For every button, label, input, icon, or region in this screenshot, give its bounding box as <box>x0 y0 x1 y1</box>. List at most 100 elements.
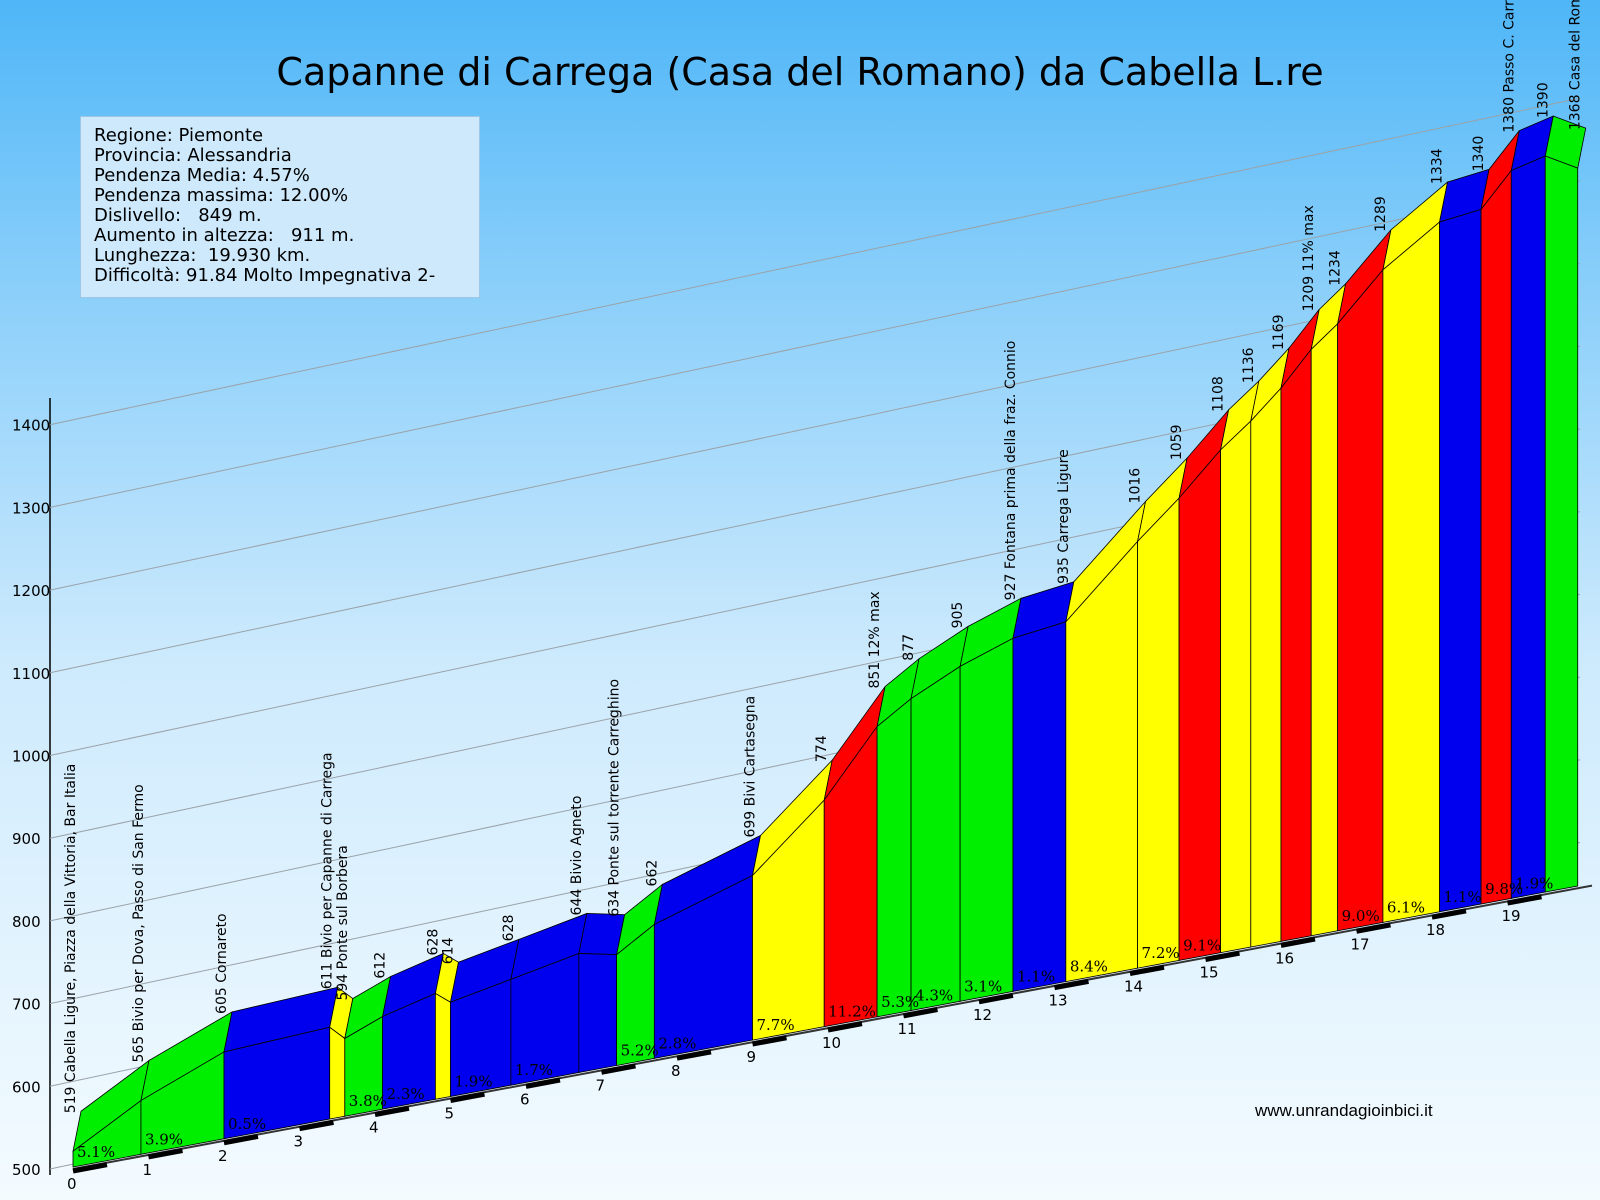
grade-label: 9.8% <box>1485 880 1523 898</box>
point-label: 905 <box>950 602 966 629</box>
x-tick-label: 0 <box>67 1175 77 1193</box>
point-label: 614 <box>441 937 457 964</box>
x-tick-label: 18 <box>1426 921 1445 939</box>
segment-bar <box>329 1026 346 1120</box>
x-tick-label: 8 <box>671 1062 681 1080</box>
grade-label: 4.3% <box>915 986 953 1004</box>
point-label: 628 <box>425 929 441 956</box>
point-label: 1340 <box>1471 136 1487 172</box>
point-label: 927 Fontana prima della fraz. Connio <box>1003 341 1019 601</box>
point-label: 1108 <box>1211 376 1227 412</box>
km-bar <box>1054 978 1089 991</box>
grade-label: 3.1% <box>964 977 1002 995</box>
grade-label: 1.9% <box>1515 874 1553 892</box>
grade-label: 9.0% <box>1342 907 1380 925</box>
grid-line <box>49 97 1581 426</box>
km-bar <box>1129 964 1165 977</box>
grade-label: 1.1% <box>1444 888 1482 906</box>
segment-bar <box>959 637 1014 1002</box>
info-box: Regione: Piemonte Provincia: Alessandria… <box>80 116 480 298</box>
info-dislivello: Dislivello: 849 m. <box>94 205 262 226</box>
grade-label: 2.8% <box>658 1034 696 1052</box>
x-tick-label: 19 <box>1502 907 1521 925</box>
segment-bar <box>1250 387 1282 948</box>
x-tick-label: 13 <box>1049 992 1068 1010</box>
grade-label: 2.3% <box>387 1085 425 1103</box>
km-bar <box>450 1091 485 1103</box>
point-label: 1334 <box>1430 148 1446 184</box>
grade-label: 8.4% <box>1070 958 1108 976</box>
x-tick-label: 14 <box>1124 978 1143 996</box>
grade-label: 5.2% <box>621 1041 659 1059</box>
point-label: 935 Carrega Ligure <box>1056 449 1072 584</box>
grade-label: 6.1% <box>1387 898 1425 916</box>
point-label: 1059 <box>1169 425 1185 461</box>
x-tick-label: 12 <box>973 1006 992 1024</box>
y-tick-label: 900 <box>12 830 41 848</box>
y-tick-label: 1100 <box>12 665 50 683</box>
y-tick-label: 1300 <box>12 499 50 517</box>
point-label: 1136 <box>1241 347 1257 383</box>
x-tick-label: 10 <box>822 1034 841 1052</box>
km-bar <box>223 1133 259 1146</box>
info-pendenza-media: Pendenza Media: 4.57% <box>94 165 310 186</box>
km-bar <box>1205 950 1240 962</box>
segment-bar <box>910 665 961 1011</box>
km-bar <box>1431 908 1467 920</box>
x-tick-label: 7 <box>596 1076 606 1094</box>
info-difficolta: Difficoltà: 91.84 Molto Impegnativa 2- <box>94 265 436 286</box>
x-tick-label: 2 <box>218 1147 228 1165</box>
x-tick-label: 4 <box>369 1119 379 1137</box>
segment-bar <box>1220 420 1252 954</box>
x-tick-label: 17 <box>1351 935 1370 953</box>
point-label: 1368 Casa del Romano <box>1568 0 1584 130</box>
info-lunghezza: Lunghezza: 19.930 km. <box>94 245 311 266</box>
x-tick-label: 9 <box>747 1048 757 1066</box>
point-label: 1289 <box>1373 196 1389 232</box>
grade-label: 0.5% <box>228 1115 266 1133</box>
x-tick-label: 3 <box>294 1133 304 1151</box>
grade-label: 9.1% <box>1183 936 1221 954</box>
point-label: 774 <box>814 735 830 762</box>
km-bar <box>978 992 1014 1005</box>
grid-line <box>49 180 1581 508</box>
segment-bar <box>1178 448 1221 961</box>
segment-bar <box>876 697 912 1018</box>
y-tick-label: 600 <box>12 1078 41 1096</box>
km-bar <box>525 1077 561 1089</box>
point-label: 1390 <box>1535 82 1551 118</box>
grade-label: 7.2% <box>1142 944 1180 962</box>
point-label: 594 Ponte sul Borbera <box>335 845 351 1000</box>
point-label: 1209 11% max <box>1301 205 1317 311</box>
point-label: 611 Bivio per Capanne di Carrega <box>320 752 336 989</box>
segment-bar <box>1544 155 1579 893</box>
grade-label: 1.9% <box>455 1073 493 1091</box>
km-bar <box>1507 894 1542 906</box>
grade-label: 1.7% <box>515 1061 553 1079</box>
segment-bar <box>1439 208 1482 913</box>
segment-bar <box>1510 155 1546 899</box>
point-label: 634 Ponte sul torrente Carreghino <box>607 679 623 917</box>
grade-label: 3.9% <box>145 1130 183 1148</box>
y-tick-label: 1200 <box>12 582 50 600</box>
x-tick-label: 6 <box>520 1090 530 1108</box>
point-label: 662 <box>644 860 660 887</box>
x-tick-label: 15 <box>1200 964 1219 982</box>
grade-label: 11.2% <box>828 1003 876 1021</box>
x-tick-label: 5 <box>445 1105 455 1123</box>
km-bar <box>676 1049 712 1061</box>
segment-bar <box>1280 348 1312 942</box>
point-label: 644 Bivio Agneto <box>569 796 585 916</box>
grade-label: 7.7% <box>757 1016 795 1034</box>
point-label: 628 <box>501 915 517 942</box>
km-bar <box>72 1162 108 1174</box>
grade-label: 3.8% <box>349 1092 387 1110</box>
segment-bar <box>1480 169 1512 905</box>
x-tick-label: 1 <box>143 1161 153 1179</box>
segment-bar <box>1137 497 1180 969</box>
grade-label: 5.3% <box>881 993 919 1011</box>
km-bar <box>752 1035 787 1047</box>
chart-title: Capanne di Carrega (Casa del Romano) da … <box>276 50 1324 94</box>
